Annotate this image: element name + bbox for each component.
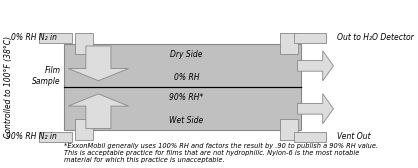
Text: *ExxonMobil generally uses 100% RH and factors the result by .90 to publish a 90: *ExxonMobil generally uses 100% RH and f… xyxy=(64,143,378,163)
FancyBboxPatch shape xyxy=(64,44,301,130)
Text: 90% RH N₂ in: 90% RH N₂ in xyxy=(6,132,57,141)
Text: Out to H₂O Detector: Out to H₂O Detector xyxy=(337,33,414,42)
FancyBboxPatch shape xyxy=(39,33,71,43)
Text: 90% RH*: 90% RH* xyxy=(169,93,204,102)
FancyBboxPatch shape xyxy=(280,33,298,54)
Text: Dry Side: Dry Side xyxy=(170,50,203,59)
FancyBboxPatch shape xyxy=(75,33,93,54)
Text: Controlled to 100°F (38°C): Controlled to 100°F (38°C) xyxy=(4,36,13,138)
FancyBboxPatch shape xyxy=(294,132,326,142)
FancyBboxPatch shape xyxy=(280,119,298,140)
Polygon shape xyxy=(68,46,129,81)
FancyBboxPatch shape xyxy=(39,132,71,142)
Polygon shape xyxy=(298,51,334,81)
Text: Wet Side: Wet Side xyxy=(169,116,204,125)
FancyBboxPatch shape xyxy=(75,119,93,140)
Text: Vent Out: Vent Out xyxy=(337,132,371,141)
Text: 0% RH: 0% RH xyxy=(173,73,199,82)
Text: 0% RH N₂ in: 0% RH N₂ in xyxy=(11,33,57,42)
Text: Film
Sample: Film Sample xyxy=(32,66,61,86)
FancyBboxPatch shape xyxy=(294,33,326,43)
Polygon shape xyxy=(298,94,334,124)
Polygon shape xyxy=(68,94,129,129)
